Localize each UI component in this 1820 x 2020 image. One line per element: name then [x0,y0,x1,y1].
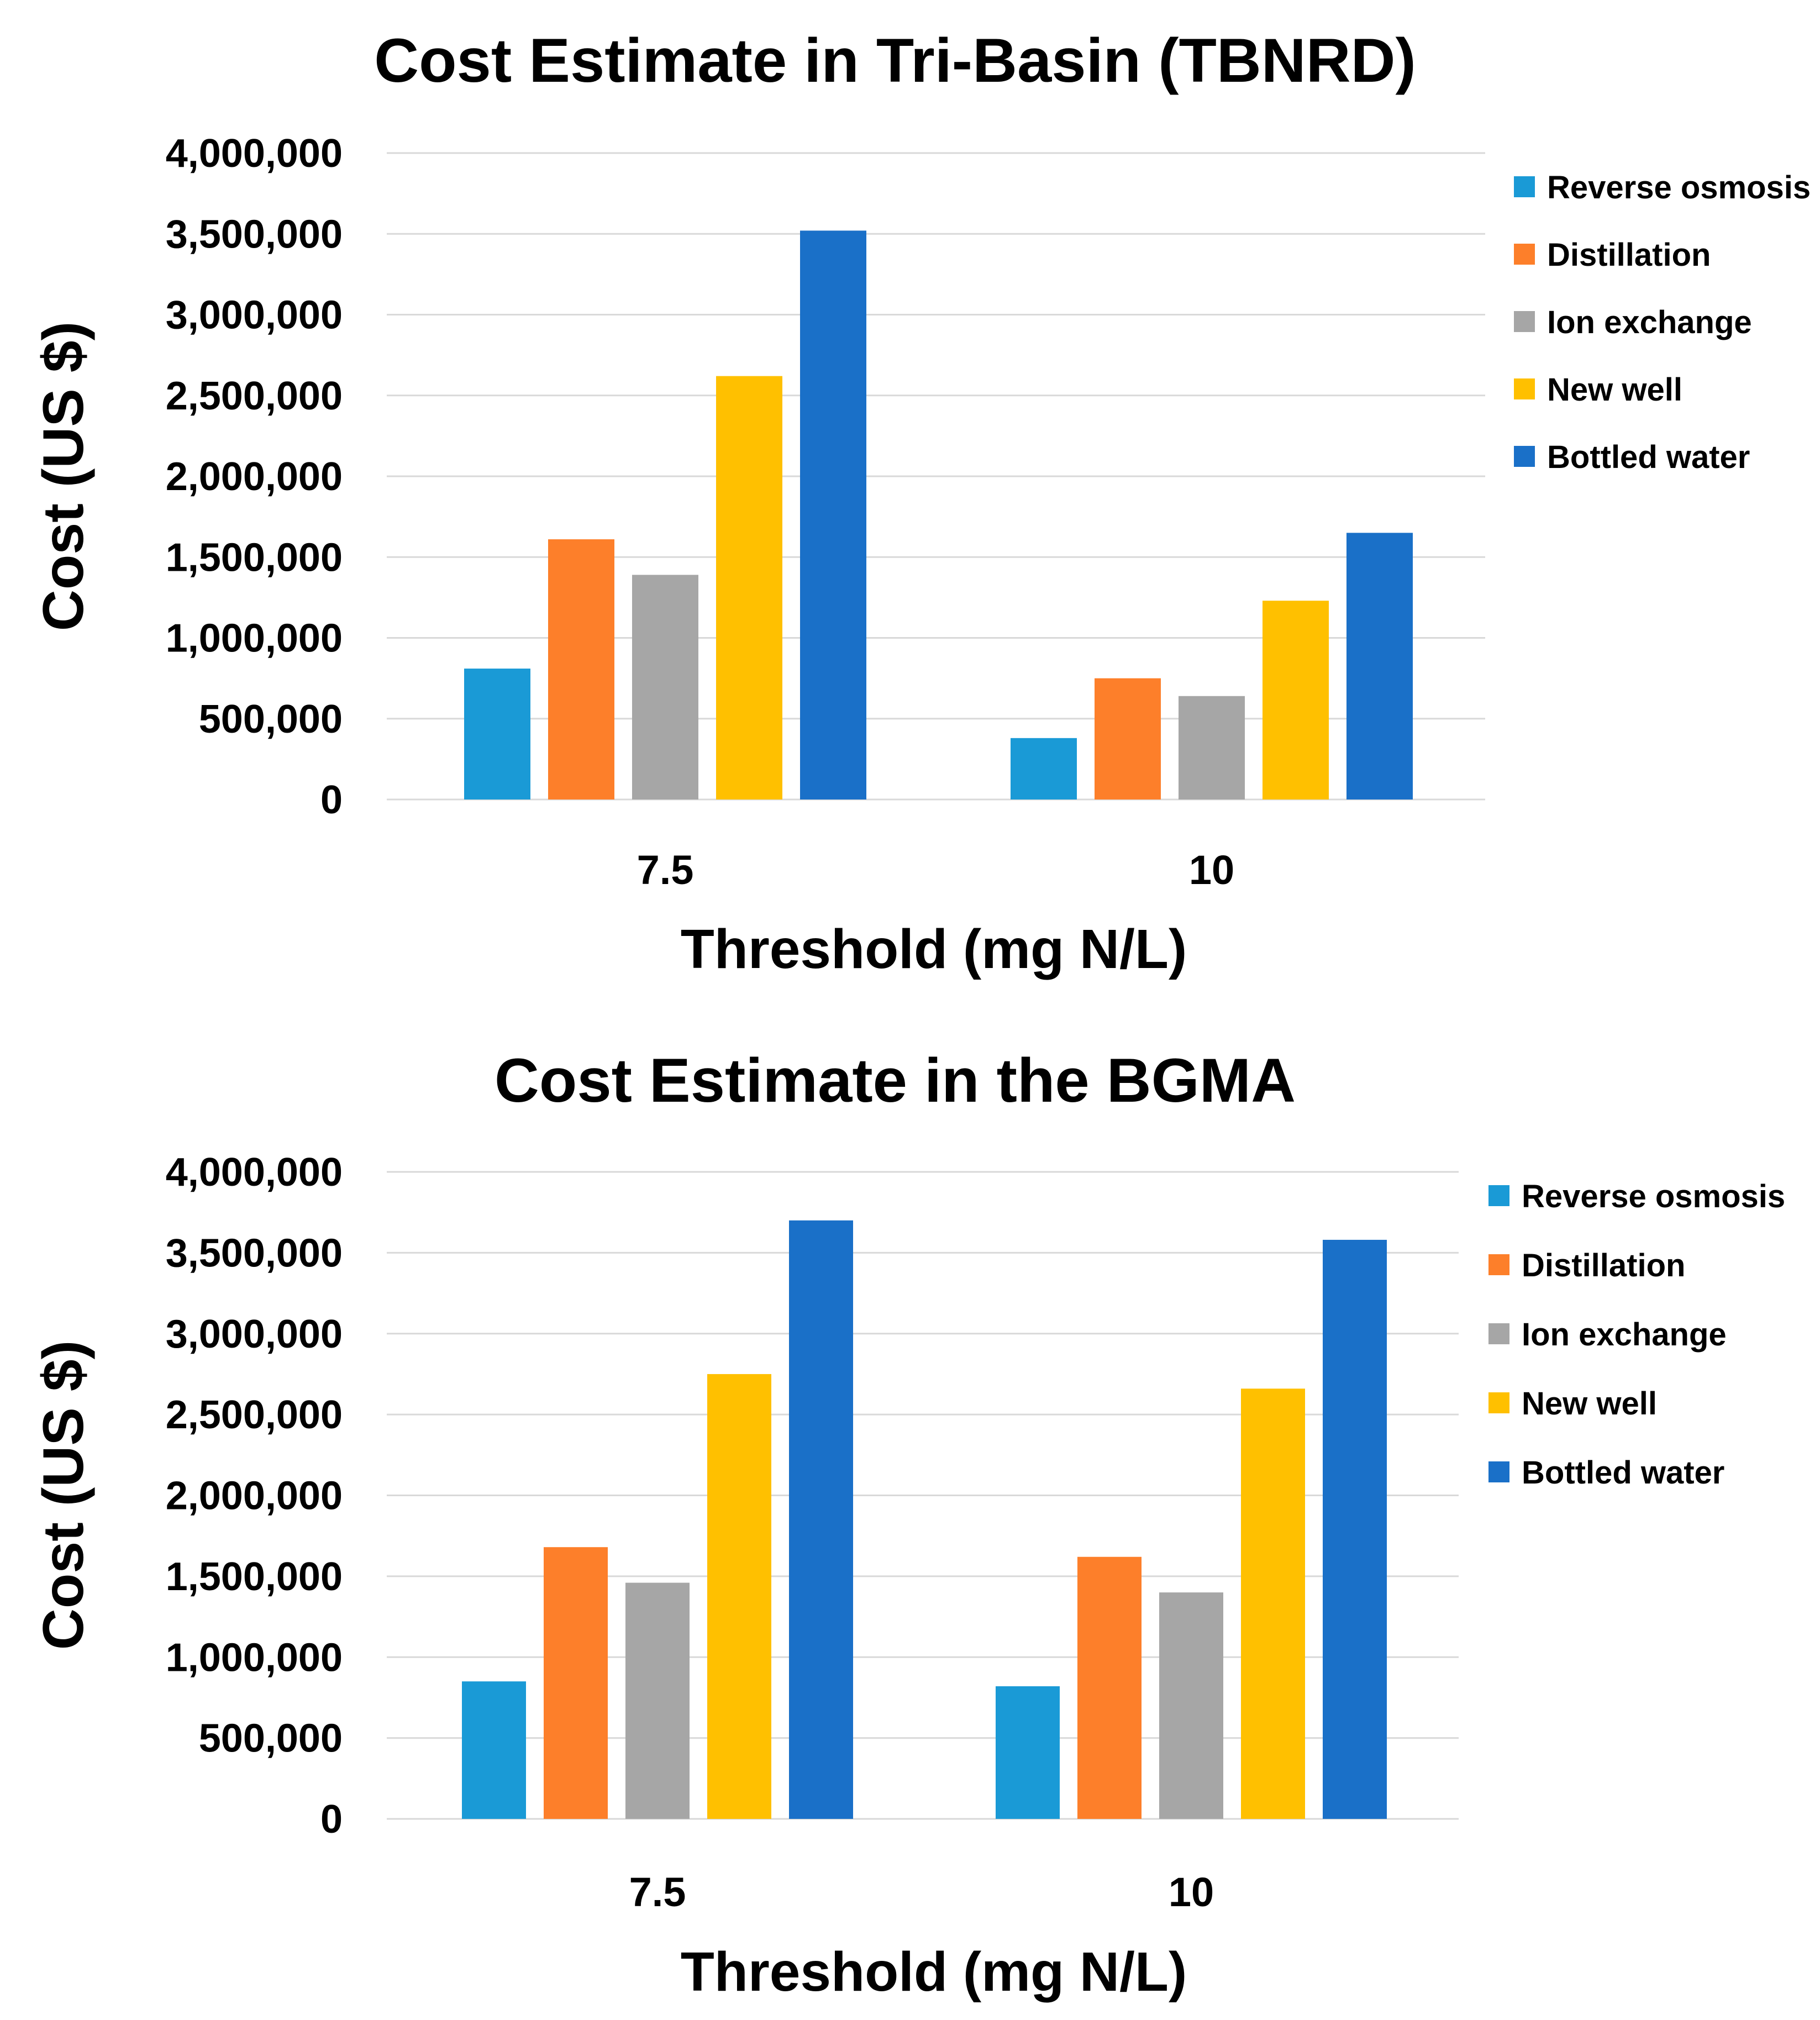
legend-swatch [1514,244,1535,265]
chart-2: Cost Estimate in the BGMA 0 500,000 1,000,0… [31,1046,1785,2003]
bar-bottled-water-10 [1323,1239,1387,1819]
legend-label: Bottled water [1522,1455,1724,1491]
bar-new-well-10 [1263,601,1329,799]
bar-distillation-7_5 [548,539,614,799]
y-tick-label: 2,000,000 [166,1474,343,1518]
x-tick-label: 10 [1169,1869,1214,1915]
bar-distillation-10 [1095,678,1161,799]
legend-label: New well [1547,372,1682,408]
legend-swatch [1488,1185,1509,1206]
bar-new-well-10 [1241,1388,1305,1819]
y-tick-label: 0 [320,778,343,822]
bar-reverse-osmosis-10 [1011,738,1077,799]
y-axis-label: Cost (US $) [31,1340,96,1650]
x-tick-label: 7.5 [637,847,694,893]
y-tick-label: 1,500,000 [166,1555,343,1599]
chart-title: Cost Estimate in Tri-Basin (TBNRD) [374,26,1416,95]
y-tick-label: 1,000,000 [166,1635,343,1680]
legend: Reverse osmosis Distillation Ion exchange N… [1488,1179,1785,1491]
bar-reverse-osmosis-7_5 [464,669,530,799]
y-tick-label: 500,000 [199,697,343,741]
bar-new-well-7_5 [716,376,782,799]
x-tick-label: 10 [1189,847,1234,893]
legend-swatch [1488,1254,1509,1275]
x-axis-label: Threshold (mg N/L) [681,918,1187,980]
chart-1: Cost Estimate in Tri-Basin (TBNRD) 0 500,0… [31,26,1811,980]
legend-swatch [1488,1461,1509,1482]
legend-swatch [1514,311,1535,332]
bar-reverse-osmosis-10 [996,1686,1060,1819]
legend: Reverse osmosis Distillation Ion exchange N… [1514,170,1811,475]
bar-reverse-osmosis-7_5 [462,1681,526,1819]
legend-label: Ion exchange [1547,304,1752,340]
bar-ion-exchange-7_5 [632,575,698,799]
legend-swatch [1514,378,1535,399]
bar-distillation-10 [1077,1556,1142,1819]
legend-swatch [1514,446,1535,467]
legend-label: Distillation [1547,237,1711,273]
bar-ion-exchange-10 [1179,696,1245,799]
y-tick-label: 3,000,000 [166,1312,343,1356]
y-tick-label: 1,000,000 [166,617,343,661]
bar-distillation-7_5 [544,1547,608,1819]
y-axis-label: Cost (US $) [31,322,96,631]
x-axis-label: Threshold (mg N/L) [681,1941,1187,2003]
bar-new-well-7_5 [707,1374,771,1819]
legend-swatch [1488,1323,1509,1344]
x-tick-label: 7.5 [629,1869,686,1915]
bar-bottled-water-7_5 [800,230,866,799]
bar-ion-exchange-10 [1159,1592,1223,1819]
y-tick-label: 3,500,000 [166,212,343,256]
bar-bottled-water-10 [1346,533,1413,799]
legend-label: Distillation [1522,1248,1685,1283]
legend-label: New well [1522,1386,1657,1422]
bar-bottled-water-7_5 [789,1220,853,1819]
y-tick-label: 500,000 [199,1717,343,1761]
y-tick-label: 3,000,000 [166,293,343,338]
y-tick-label: 1,500,000 [166,535,343,580]
y-tick-label: 0 [320,1797,343,1842]
legend-label: Ion exchange [1522,1317,1727,1353]
legend-label: Bottled water [1547,439,1750,475]
legend-swatch [1488,1392,1509,1413]
y-tick-label: 2,500,000 [166,1393,343,1437]
y-tick-label: 2,000,000 [166,455,343,499]
y-tick-label: 4,000,000 [166,131,343,176]
legend-label: Reverse osmosis [1547,170,1811,206]
y-tick-label: 4,000,000 [166,1150,343,1195]
legend-label: Reverse osmosis [1522,1179,1785,1214]
y-tick-label: 3,500,000 [166,1231,343,1275]
legend-swatch [1514,176,1535,197]
chart-title: Cost Estimate in the BGMA [495,1046,1296,1115]
bar-ion-exchange-7_5 [625,1582,690,1819]
y-tick-label: 2,500,000 [166,374,343,418]
